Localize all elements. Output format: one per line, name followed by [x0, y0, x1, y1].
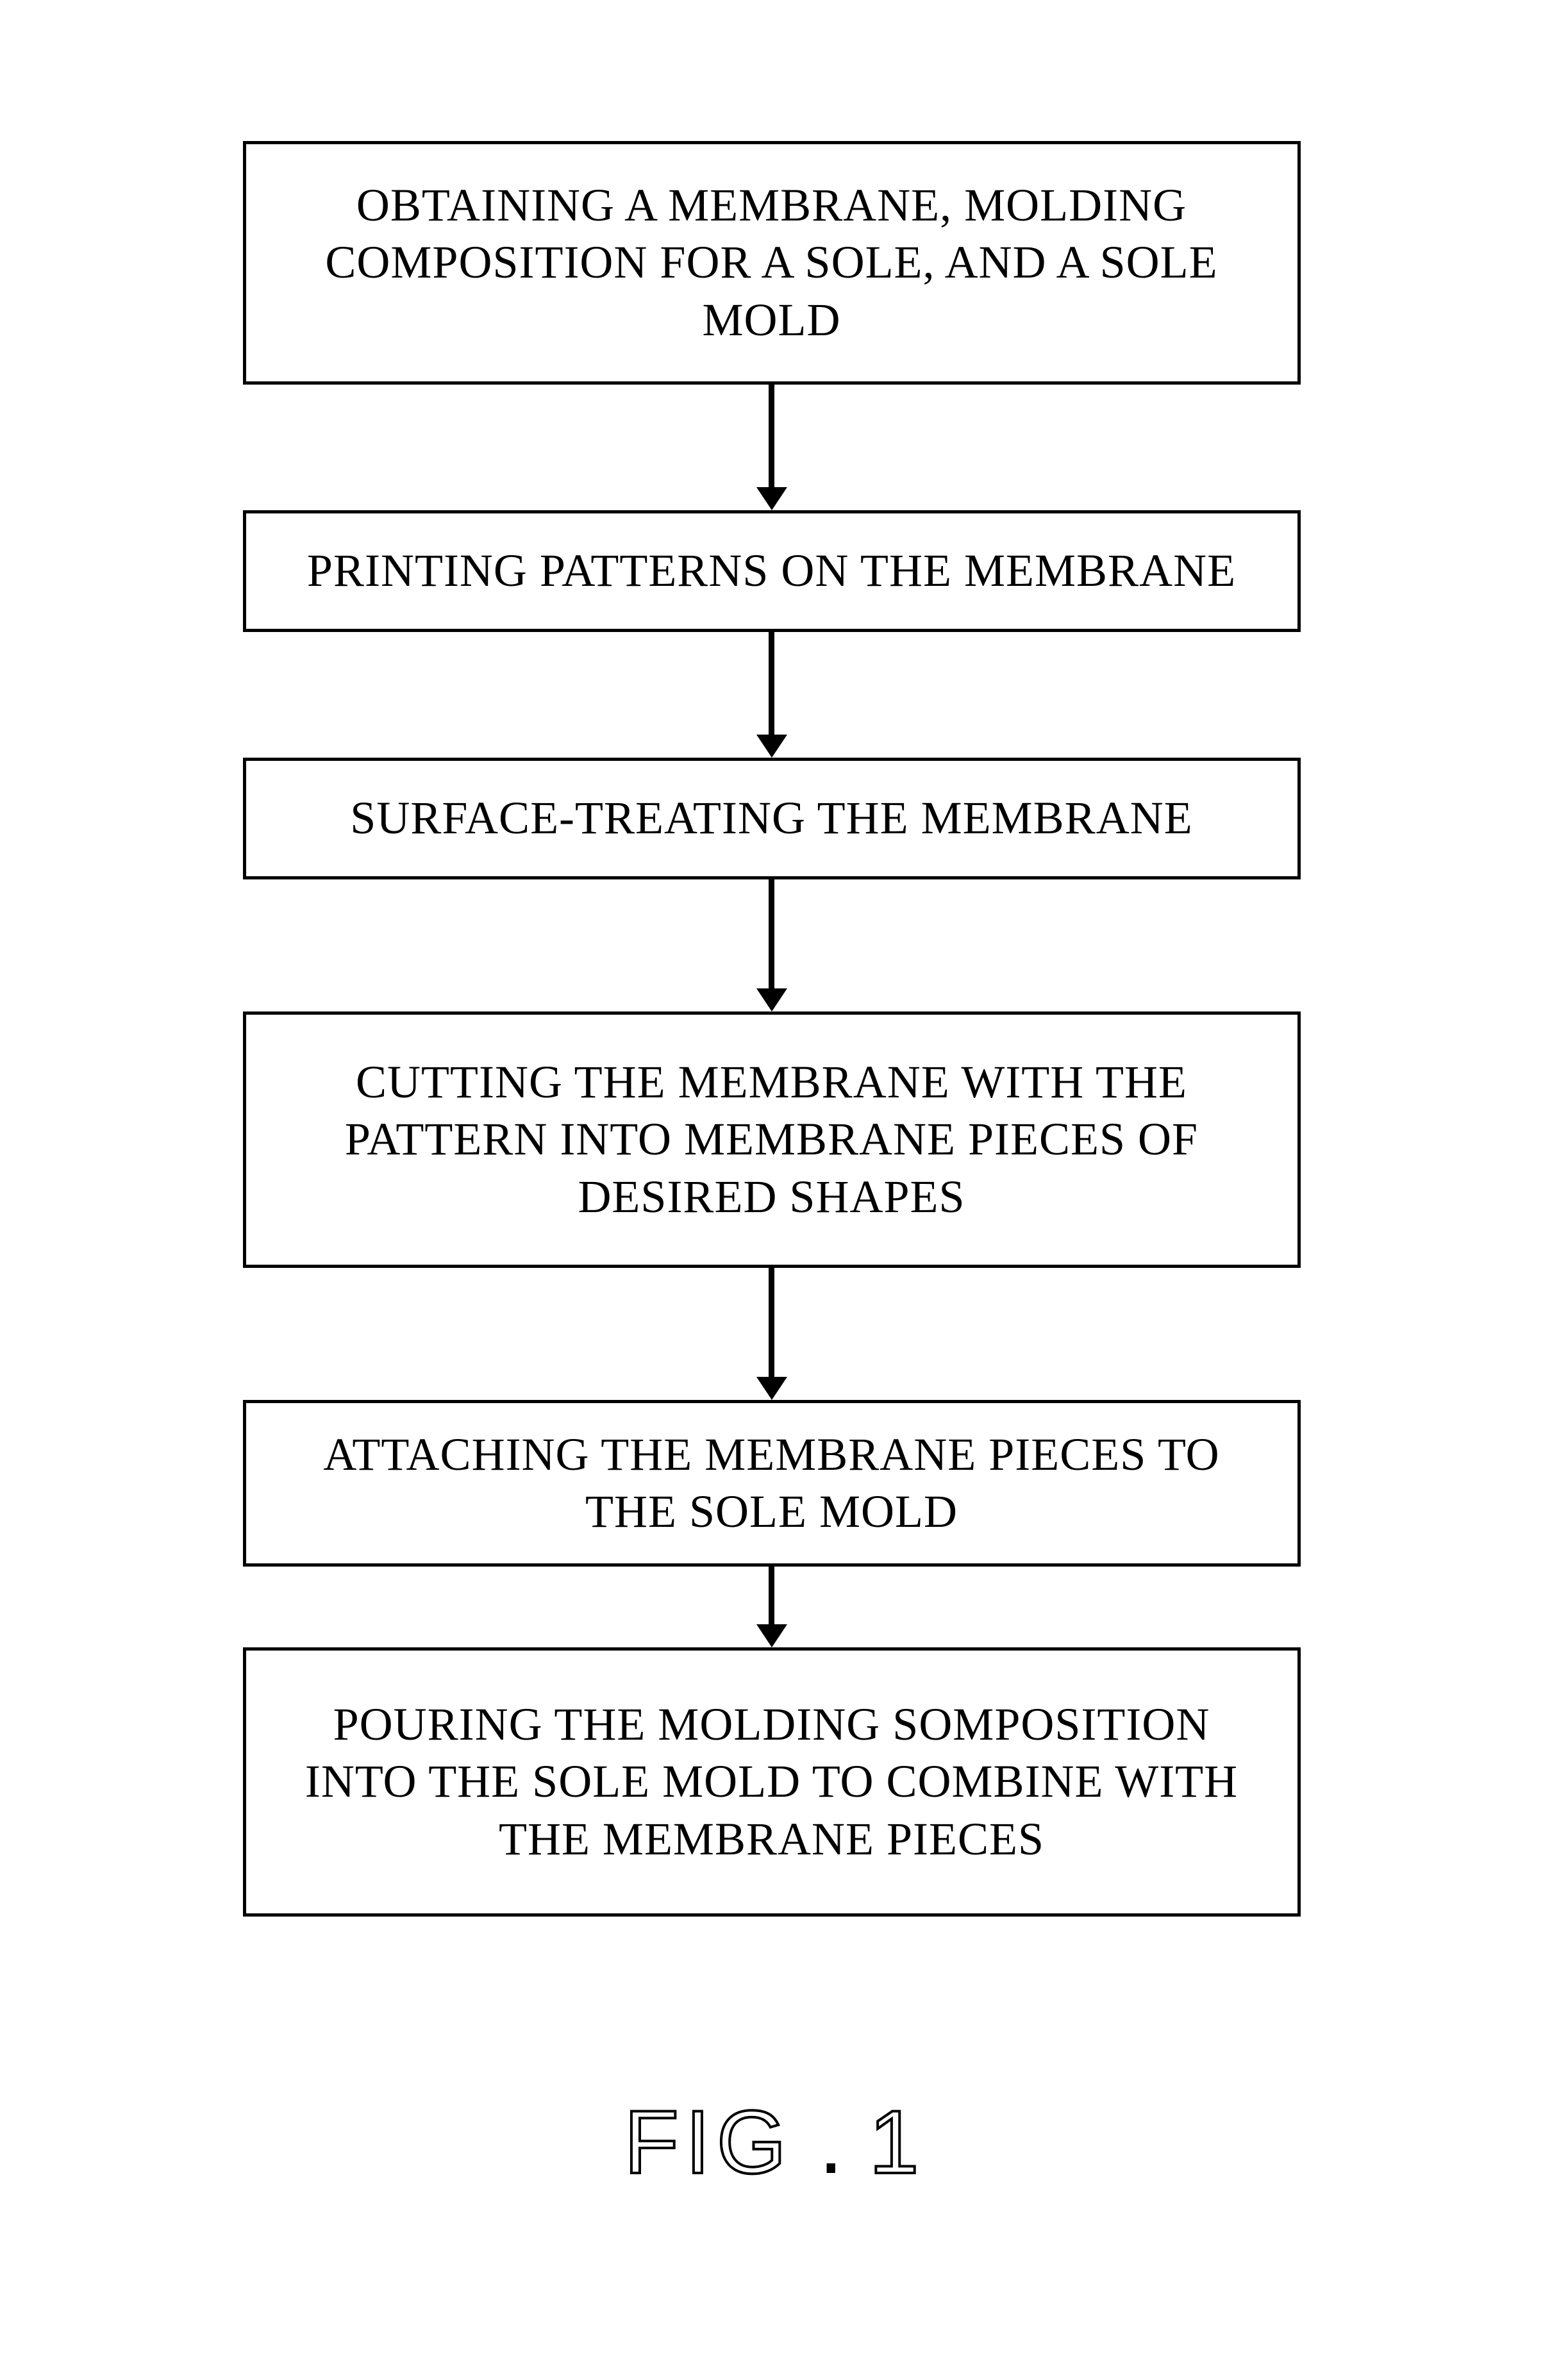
- flowchart-box-step6: POURING THE MOLDING SOMPOSITIONINTO THE …: [243, 1647, 1301, 1917]
- flowchart-box-text: CUTTING THE MEMBRANE WITH THEPATTERN INT…: [345, 1054, 1198, 1226]
- flowchart-container: OBTAINING A MEMBRANE, MOLDINGCOMPOSITION…: [243, 141, 1301, 1917]
- flowchart-box-text: SURFACE-TREATING THE MEMBRANE: [350, 790, 1192, 847]
- arrow-shaft: [769, 879, 774, 988]
- arrow-shaft: [769, 385, 774, 487]
- flowchart-box-step4: CUTTING THE MEMBRANE WITH THEPATTERN INT…: [243, 1011, 1301, 1268]
- arrow-head-icon: [756, 988, 787, 1011]
- flowchart-box-step5: ATTACHING THE MEMBRANE PIECES TOTHE SOLE…: [243, 1400, 1301, 1567]
- figure-separator: .: [819, 2090, 844, 2194]
- arrow-head-icon: [756, 735, 787, 758]
- flowchart-arrow: [756, 1268, 787, 1400]
- flowchart-box-text: OBTAINING A MEMBRANE, MOLDINGCOMPOSITION…: [325, 177, 1217, 349]
- flowchart-box-step2: PRINTING PATTERNS ON THE MEMBRANE: [243, 510, 1301, 632]
- flowchart-box-text: ATTACHING THE MEMBRANE PIECES TOTHE SOLE…: [323, 1426, 1219, 1541]
- figure-number: 1: [869, 2090, 919, 2194]
- arrow-head-icon: [756, 1377, 787, 1400]
- arrow-shaft: [769, 632, 774, 735]
- figure-prefix: FIG: [624, 2090, 792, 2194]
- flowchart-box-step1: OBTAINING A MEMBRANE, MOLDINGCOMPOSITION…: [243, 141, 1301, 385]
- flowchart-arrow: [756, 385, 787, 510]
- arrow-shaft: [769, 1567, 774, 1624]
- flowchart-arrow: [756, 632, 787, 758]
- flowchart-box-text: POURING THE MOLDING SOMPOSITIONINTO THE …: [305, 1696, 1238, 1868]
- flowchart-arrow: [756, 1567, 787, 1647]
- flowchart-box-text: PRINTING PATTERNS ON THE MEMBRANE: [307, 542, 1236, 599]
- figure-label: FIG . 1: [624, 2090, 919, 2194]
- arrow-head-icon: [756, 1624, 787, 1647]
- arrow-shaft: [769, 1268, 774, 1377]
- flowchart-arrow: [756, 879, 787, 1011]
- flowchart-box-step3: SURFACE-TREATING THE MEMBRANE: [243, 758, 1301, 879]
- arrow-head-icon: [756, 487, 787, 510]
